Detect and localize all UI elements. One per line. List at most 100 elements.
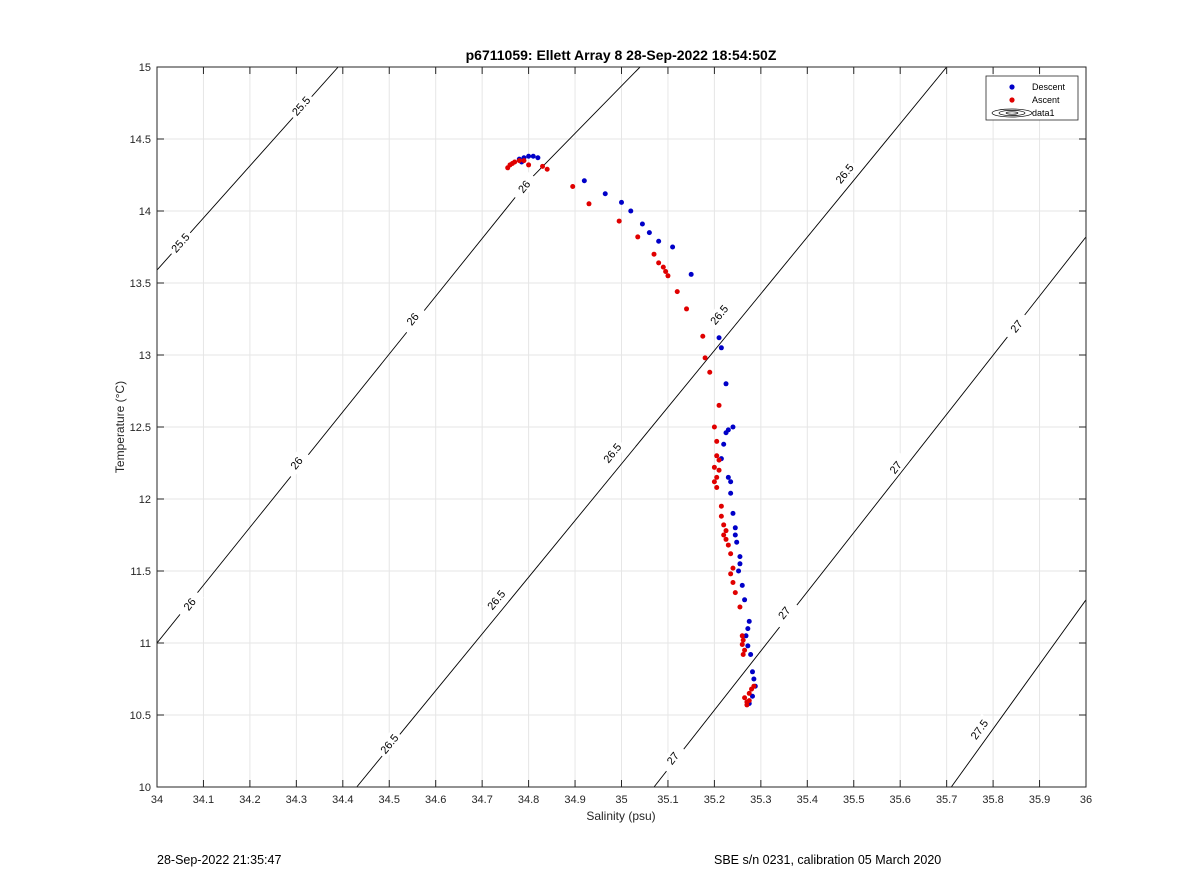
contour-26-label-bg: [282, 447, 311, 479]
descent-point: [730, 424, 736, 430]
density-contours: 25.525.52626262626.526.526.526.526.52727…: [157, 67, 1086, 787]
contour-26-5-label-bg: [481, 584, 511, 616]
x-tick-label: 34: [151, 794, 163, 806]
descent-point: [602, 191, 608, 197]
ascent-point: [746, 690, 752, 696]
ascent-point: [751, 683, 757, 689]
descent-point: [742, 597, 748, 603]
x-tick-label: 35.7: [936, 794, 957, 806]
x-tick-label: 34.4: [332, 794, 353, 806]
x-tick-label: 35.6: [889, 794, 910, 806]
ascent-point: [707, 369, 713, 375]
y-tick-label: 11: [140, 638, 151, 650]
ascent-point: [714, 484, 720, 490]
descent-point: [749, 669, 755, 675]
ascent-point: [544, 166, 550, 172]
x-tick-label: 34.3: [286, 794, 307, 806]
contour-26-label-bg: [175, 588, 204, 620]
legend-marker-descent: [1009, 84, 1015, 90]
generated-timestamp: 28-Sep-2022 21:35:47: [157, 853, 282, 867]
ascent-point: [721, 532, 727, 538]
ascent-point: [730, 580, 736, 586]
x-tick-label: 35: [615, 794, 627, 806]
contour-27-label-bg: [658, 742, 687, 774]
descent-point: [728, 490, 734, 496]
ascent-point: [516, 158, 522, 164]
ascent-point: [723, 536, 729, 542]
ascent-point: [742, 695, 748, 701]
legend-label-data1: data1: [1032, 108, 1055, 118]
ascent-point: [714, 453, 720, 459]
y-tick-label: 14: [139, 206, 151, 218]
ascent-point: [526, 162, 532, 168]
contour-27-label-bg: [769, 597, 799, 629]
descent-point: [746, 618, 752, 624]
descent-point: [656, 238, 662, 244]
contour-26-label-bg: [509, 171, 539, 202]
y-tick-label: 10: [139, 782, 151, 794]
axis-ticks: 34 34.1 34.2 34.3 34.4 34.5 34.6 34.7 34.8 34.9 35…: [130, 62, 1093, 806]
legend[interactable]: Descent Ascent data1: [985, 75, 1079, 121]
ascent-point: [714, 474, 720, 480]
contour-26-label: 26: [516, 179, 533, 196]
descent-point: [734, 539, 740, 545]
legend-contour-icon: [991, 108, 1033, 118]
ascent-point: [635, 234, 641, 240]
descent-point: [732, 525, 738, 531]
descent-point: [728, 479, 734, 485]
descent-point: [732, 532, 738, 538]
x-axis-label: Salinity (psu): [586, 809, 655, 823]
contour-26-label-bg: [398, 303, 427, 335]
x-tick-label: 35.1: [657, 794, 678, 806]
descent-point: [723, 430, 729, 436]
ascent-point: [700, 333, 706, 339]
y-axis-label: Temperature (°C): [113, 381, 127, 473]
descent-point: [646, 230, 652, 236]
contour-27-5-line: [950, 599, 1086, 787]
y-tick-label: 13: [139, 350, 151, 362]
descent-point: [535, 155, 541, 161]
ascent-point: [616, 218, 622, 224]
descent-point: [737, 561, 743, 567]
descent-point: [718, 345, 724, 351]
x-tick-label: 35.8: [982, 794, 1003, 806]
ascent-point: [711, 479, 717, 485]
grid: [156, 66, 1087, 788]
ascent-point: [656, 260, 662, 266]
contour-27-label: 27: [665, 750, 682, 767]
descent-point: [581, 178, 587, 184]
descent-point: [748, 652, 754, 658]
ascent-point: [725, 542, 731, 548]
descent-point: [725, 474, 731, 480]
x-tick-label: 34.1: [193, 794, 214, 806]
contour-26-label: 26: [289, 455, 306, 472]
descent-point: [751, 676, 757, 682]
ascent-point: [716, 467, 722, 473]
descent-point: [736, 568, 742, 574]
data-series: [505, 153, 758, 708]
contour-26-5-label-bg: [597, 437, 627, 469]
descent-point: [530, 153, 536, 159]
ascent-point: [586, 201, 592, 207]
ascent-point: [512, 159, 518, 165]
ascent-point: [718, 503, 724, 509]
descent-point: [730, 510, 736, 516]
descent-point: [619, 199, 624, 205]
contour-25-5-label-bg: [165, 227, 195, 258]
ascent-point: [723, 528, 729, 534]
x-tick-label: 34.9: [564, 794, 585, 806]
legend-label-descent: Descent: [1032, 82, 1066, 92]
ascent-point: [651, 251, 657, 257]
ascent-point: [739, 633, 745, 639]
descent-point: [743, 633, 749, 639]
sensor-calibration-note: SBE s/n 0231, calibration 05 March 2020: [714, 853, 942, 867]
ascent-point: [702, 355, 708, 361]
ascent-point: [674, 289, 680, 295]
y-tick-label: 11.5: [130, 566, 151, 578]
descent-point: [749, 693, 755, 699]
x-tick-label: 34.7: [471, 794, 492, 806]
ascent-point: [728, 551, 734, 557]
descent-point: [745, 626, 751, 632]
contour-26-label: 26: [405, 311, 422, 328]
ascent-point: [737, 604, 743, 610]
